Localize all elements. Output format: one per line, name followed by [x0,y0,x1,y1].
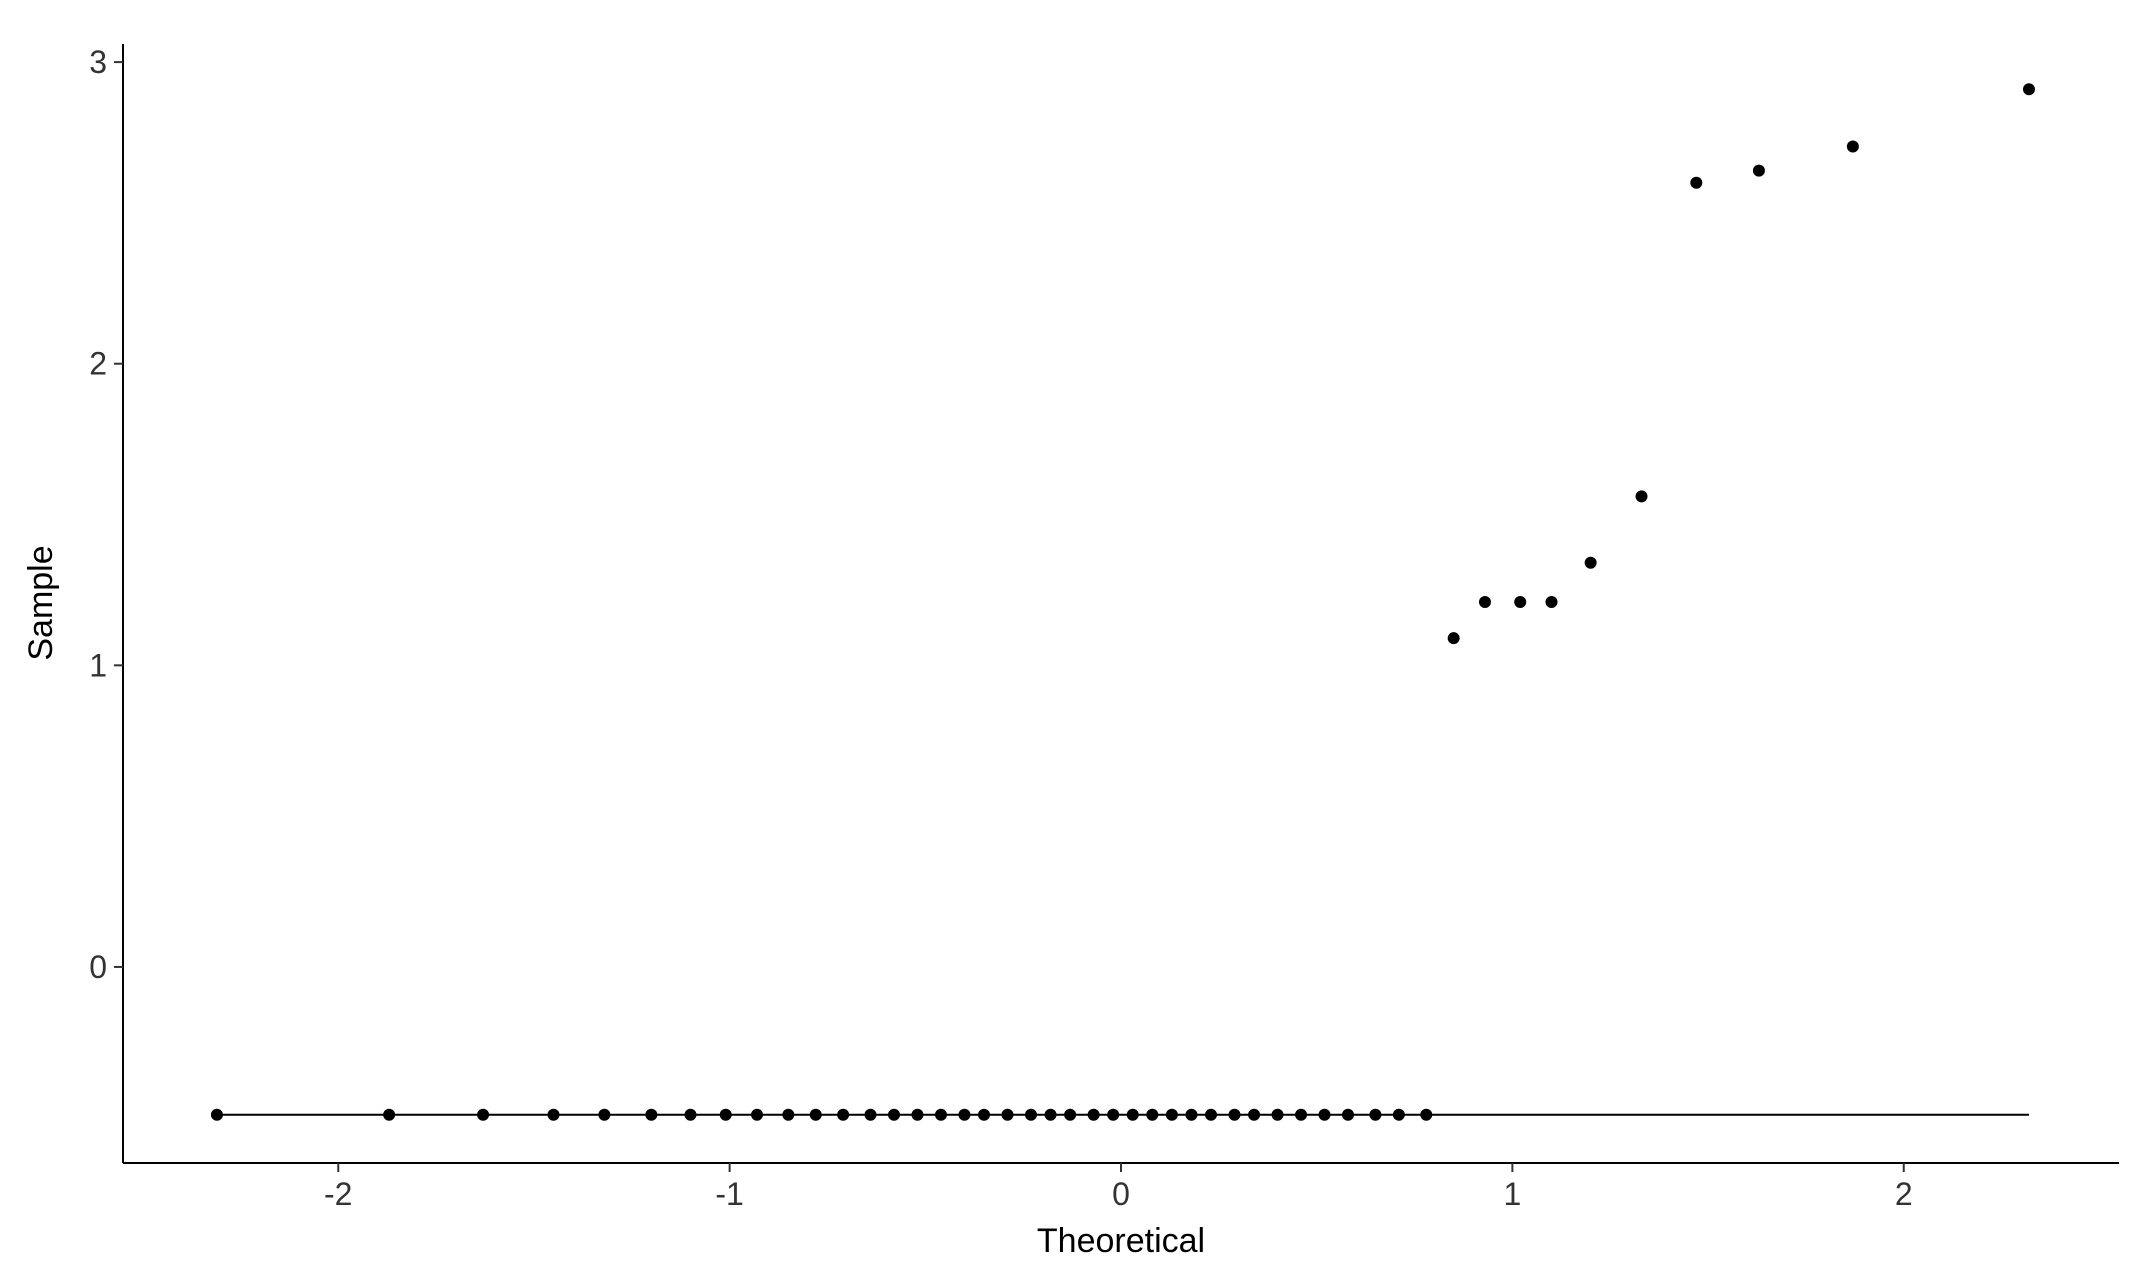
point [911,1108,924,1121]
point [1126,1108,1139,1121]
y-tick-label: 0 [89,949,107,985]
point [1185,1108,1198,1121]
point [210,1108,223,1121]
point [1392,1108,1405,1121]
point [1635,490,1648,503]
point [1248,1108,1261,1121]
point [383,1108,396,1121]
point [1064,1108,1077,1121]
point [1752,164,1765,177]
point [888,1108,901,1121]
point [958,1108,971,1121]
point [809,1108,822,1121]
point [1447,632,1460,645]
point [1228,1108,1241,1121]
point [1318,1108,1331,1121]
point [547,1108,560,1121]
point [1514,595,1527,608]
y-tick-label: 2 [89,346,107,382]
point [598,1108,611,1121]
y-axis-title: Sample [22,545,60,660]
point [684,1108,697,1121]
point [1584,556,1597,569]
point [1087,1108,1100,1121]
point [719,1108,732,1121]
point [2022,83,2035,96]
point [1690,176,1703,189]
x-tick-label: 2 [1895,1176,1913,1212]
point [782,1108,795,1121]
point [1846,140,1859,153]
y-tick-label: 1 [89,647,107,683]
point [1295,1108,1308,1121]
x-tick-label: -2 [324,1176,352,1212]
point [1165,1108,1178,1121]
x-tick-label: 1 [1503,1176,1521,1212]
x-axis-title: Theoretical [1037,1222,1205,1260]
point [1146,1108,1159,1121]
point [1205,1108,1218,1121]
point [978,1108,991,1121]
point [645,1108,658,1121]
point [934,1108,947,1121]
point [1420,1108,1433,1121]
point [1001,1108,1014,1121]
point [1545,595,1558,608]
point [864,1108,877,1121]
point [837,1108,850,1121]
point [751,1108,764,1121]
point [1369,1108,1382,1121]
point [1044,1108,1057,1121]
point [1341,1108,1354,1121]
point [1107,1108,1120,1121]
point [477,1108,490,1121]
point [1271,1108,1284,1121]
x-tick-label: 0 [1112,1176,1130,1212]
point [1024,1108,1037,1121]
x-tick-label: -1 [715,1176,743,1212]
point [1478,595,1491,608]
y-tick-label: 3 [89,44,107,80]
